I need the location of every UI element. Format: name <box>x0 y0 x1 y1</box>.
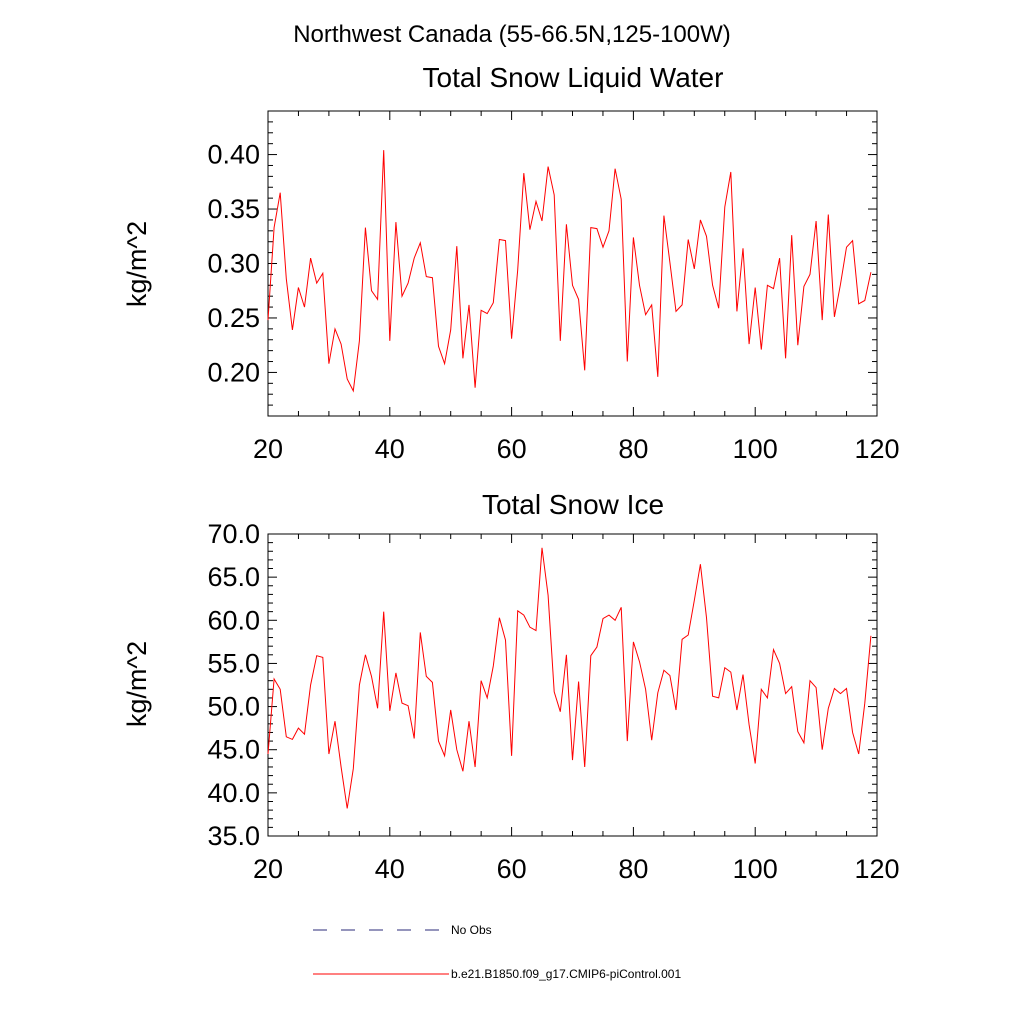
x-tick-label: 120 <box>854 854 899 884</box>
y-tick-label: 0.25 <box>207 303 260 333</box>
y-tick-label: 0.20 <box>207 357 260 387</box>
legend: No Obs b.e21.B1850.f09_g17.CMIP6-piContr… <box>313 923 681 981</box>
x-tick-label: 80 <box>618 434 648 464</box>
chart-title: Total Snow Ice <box>482 489 664 520</box>
y-tick-label: 35.0 <box>207 821 260 851</box>
y-tick-label: 0.35 <box>207 194 260 224</box>
y-tick-label: 0.40 <box>207 140 260 170</box>
x-tick-label: 60 <box>497 854 527 884</box>
y-axis-label: kg/m^2 <box>122 221 152 307</box>
y-tick-label: 55.0 <box>207 648 260 678</box>
x-tick-label: 120 <box>854 434 899 464</box>
y-tick-label: 60.0 <box>207 605 260 635</box>
legend-label-no-obs: No Obs <box>451 923 492 937</box>
chart-panel-snow-ice: Total Snow Ice kg/m^2 20 40 60 80 100 120 35.0… <box>122 489 900 884</box>
y-tick-label: 0.30 <box>207 249 260 279</box>
plot-frame <box>267 110 878 417</box>
y-tick-label: 70.0 <box>207 519 260 549</box>
x-tick-label: 20 <box>253 434 283 464</box>
chart-title: Total Snow Liquid Water <box>423 62 724 93</box>
y-tick-label: 45.0 <box>207 735 260 765</box>
x-tick-label: 40 <box>375 434 405 464</box>
legend-label-model-run: b.e21.B1850.f09_g17.CMIP6-piControl.001 <box>451 967 681 981</box>
y-tick-label: 65.0 <box>207 562 260 592</box>
y-axis-label: kg/m^2 <box>122 641 152 727</box>
chart-panel-snow-liquid-water: Total Snow Liquid Water kg/m^2 20 40 60 80 1… <box>122 62 900 464</box>
x-tick-label: 60 <box>497 434 527 464</box>
x-tick-label: 80 <box>618 854 648 884</box>
y-tick-label: 50.0 <box>207 692 260 722</box>
figure-suptitle: Northwest Canada (55-66.5N,125-100W) <box>293 21 731 48</box>
x-tick-label: 100 <box>733 434 778 464</box>
y-tick-label: 40.0 <box>207 778 260 808</box>
series-line <box>267 547 872 809</box>
x-tick-label: 100 <box>733 854 778 884</box>
x-tick-label: 20 <box>253 854 283 884</box>
series-line <box>267 150 872 393</box>
x-tick-label: 40 <box>375 854 405 884</box>
